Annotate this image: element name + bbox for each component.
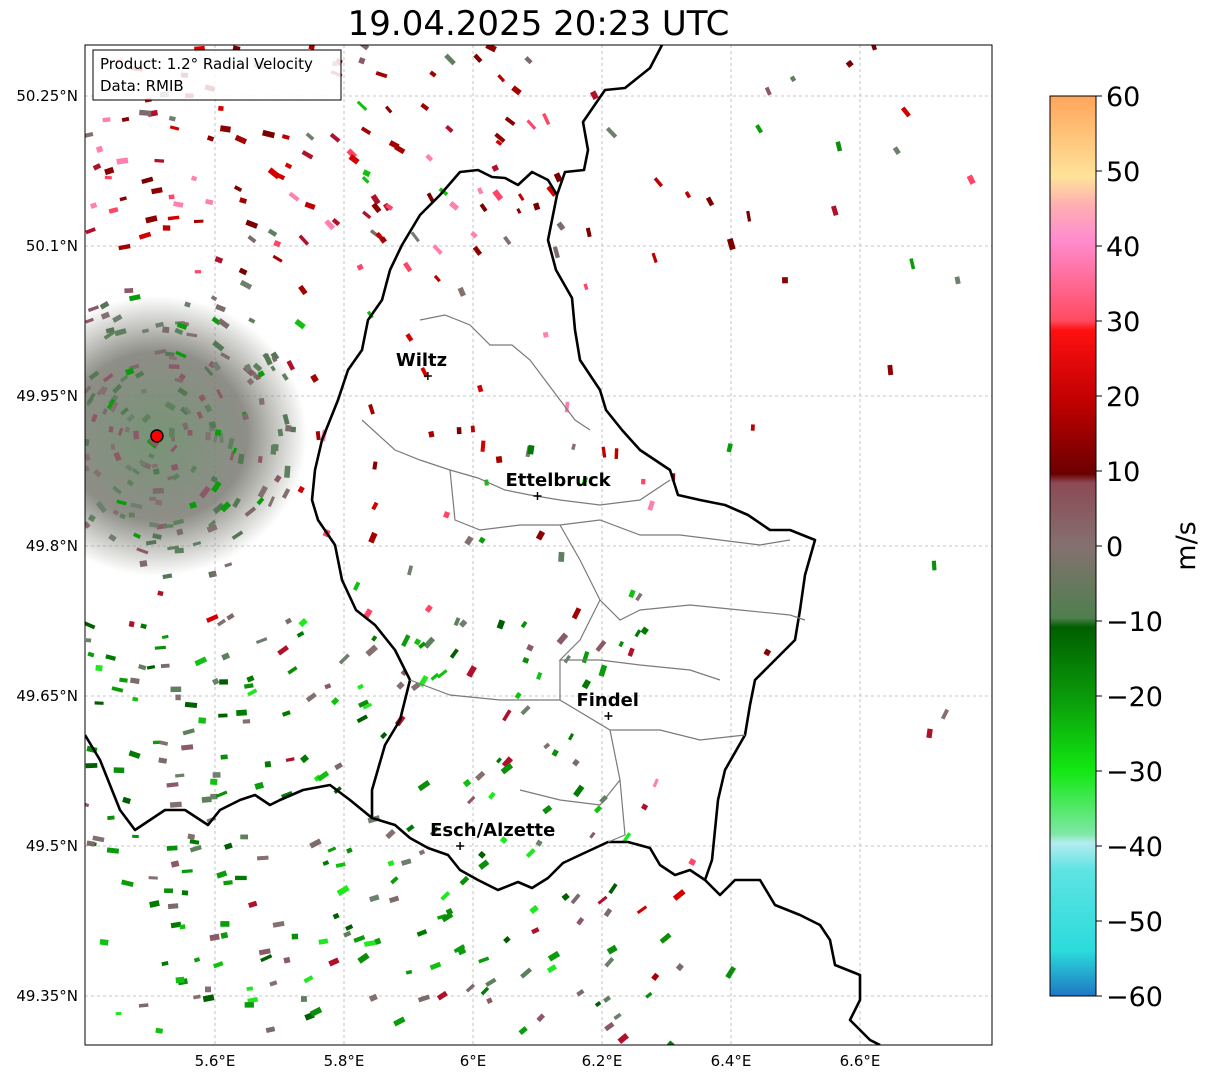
lon-tick-label: 6.2°E — [582, 1052, 623, 1070]
city-markers: Wiltz Ettelbruck Findel Esch/Alzette — [396, 350, 639, 850]
longitude-tick-labels: 5.6°E 5.8°E 6°E 6.2°E 6.4°E 6.6°E — [195, 1052, 881, 1070]
colorbar-tick-labels: 60 50 40 30 20 10 0 −10 −20 −30 −40 −50 −60 — [1096, 82, 1163, 1013]
lon-tick-label: 6.4°E — [711, 1052, 752, 1070]
lon-tick-label: 6.6°E — [840, 1052, 881, 1070]
info-product: Product: 1.2° Radial Velocity — [100, 55, 313, 73]
city-label: Ettelbruck — [506, 470, 612, 491]
colorbar-tick-label: −50 — [1106, 907, 1163, 938]
info-data-source: Data: RMIB — [100, 77, 184, 95]
lat-tick-label: 50.25°N — [16, 87, 78, 105]
lat-tick-label: 49.65°N — [16, 687, 78, 705]
info-box: Product: 1.2° Radial Velocity Data: RMIB — [92, 49, 342, 101]
city-marker: Wiltz — [396, 350, 447, 380]
city-marker: Esch/Alzette — [430, 820, 555, 850]
colorbar: 60 50 40 30 20 10 0 −10 −20 −30 −40 −50 −60 m/s — [1049, 82, 1202, 1013]
colorbar-tick-label: 50 — [1106, 157, 1140, 188]
colorbar-tick-label: 10 — [1106, 457, 1140, 488]
latitude-tick-labels: 50.25°N 50.1°N 49.95°N 49.8°N 49.65°N 49.5°N 4… — [16, 87, 78, 1005]
city-marker: Ettelbruck — [506, 470, 612, 500]
colorbar-unit-label: m/s — [1171, 521, 1202, 570]
canton-borders — [361, 314, 806, 843]
city-marker: Findel — [576, 690, 639, 720]
colorbar-tick-label: 30 — [1106, 307, 1140, 338]
lat-tick-label: 49.5°N — [26, 837, 78, 855]
radar-site-marker — [150, 429, 164, 443]
colorbar-tick-label: 60 — [1106, 82, 1140, 113]
lon-tick-label: 6°E — [460, 1052, 487, 1070]
colorbar-tick-label: −20 — [1106, 682, 1163, 713]
plot-frame — [84, 44, 993, 1046]
city-label: Esch/Alzette — [430, 820, 555, 841]
lat-tick-label: 49.8°N — [26, 537, 78, 555]
city-label: Wiltz — [396, 350, 447, 371]
colorbar-gradient — [1049, 95, 1097, 997]
plot-area: Wiltz Ettelbruck Findel Esch/Alzette Produc… — [85, 45, 992, 1045]
lat-tick-label: 49.35°N — [16, 987, 78, 1005]
colorbar-tick-label: 20 — [1106, 382, 1140, 413]
eastern-border — [704, 878, 881, 1045]
colorbar-tick-label: −60 — [1106, 982, 1163, 1013]
colorbar-tick-label: 40 — [1106, 232, 1140, 263]
colorbar-tick-label: −40 — [1106, 832, 1163, 863]
city-label: Findel — [576, 690, 639, 711]
lon-tick-label: 5.6°E — [195, 1052, 236, 1070]
colorbar-tick-label: −30 — [1106, 757, 1163, 788]
lat-tick-label: 49.95°N — [16, 387, 78, 405]
luxembourg-border — [85, 45, 817, 892]
lon-tick-label: 5.8°E — [324, 1052, 365, 1070]
lat-tick-label: 50.1°N — [26, 237, 78, 255]
page-title: 19.04.2025 20:23 UTC — [347, 4, 730, 44]
colorbar-tick-label: −10 — [1106, 607, 1163, 638]
country-borders — [85, 45, 881, 1045]
colorbar-tick-label: 0 — [1106, 532, 1123, 563]
